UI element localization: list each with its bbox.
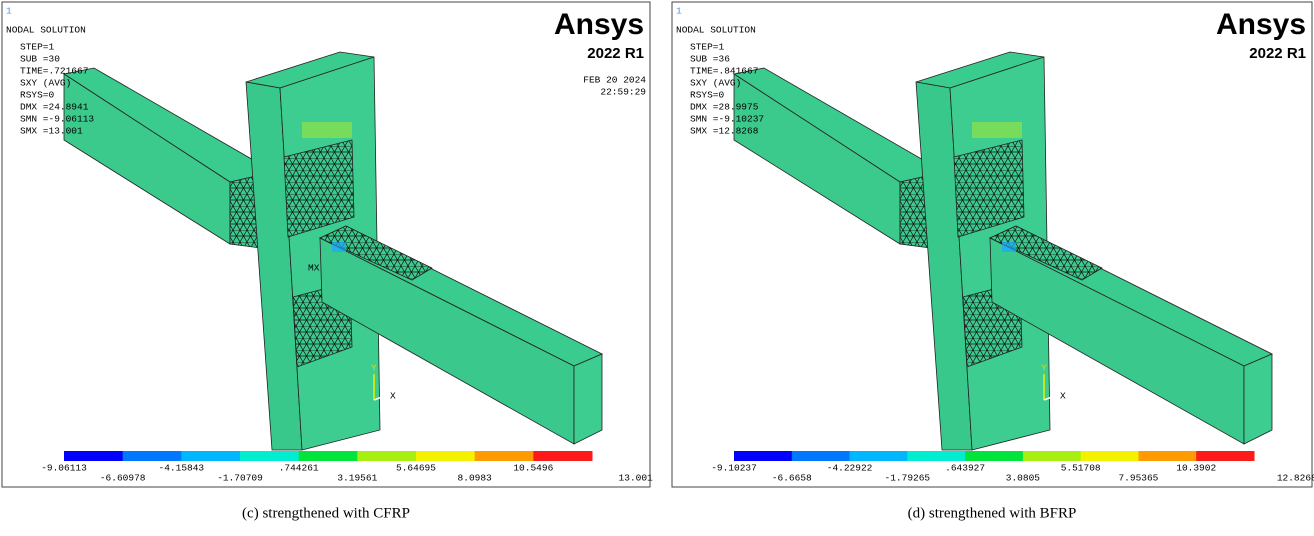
legend-swatch: [734, 451, 792, 461]
info-line: NODAL SOLUTION: [6, 25, 86, 36]
legend-label: 5.51708: [1061, 463, 1101, 474]
legend-label: 13.001: [619, 473, 654, 484]
contour-patch: [332, 242, 346, 252]
info-line: NODAL SOLUTION: [676, 25, 756, 36]
info-line: DMX =28.9975: [690, 102, 759, 113]
contour-patch: [302, 122, 352, 138]
legend-label: .643927: [945, 463, 985, 474]
legend-label: .744261: [279, 463, 319, 474]
legend-swatch: [299, 451, 358, 461]
legend-swatch: [1196, 451, 1254, 461]
legend-label: -9.06113: [41, 463, 87, 474]
legend-label: 5.64695: [396, 463, 436, 474]
caption: (d) strengthened with BFRP: [908, 505, 1077, 521]
date-line: FEB 20 2024: [583, 75, 646, 86]
legend-swatch: [792, 451, 850, 461]
caption: (c) strengthened with CFRP: [242, 505, 410, 521]
window-number: 1: [6, 6, 12, 17]
info-line: SUB =30: [20, 54, 60, 65]
legend-label: -1.70709: [217, 473, 263, 484]
info-line: STEP=1: [690, 42, 725, 53]
info-line: STEP=1: [20, 42, 55, 53]
info-line: SXY (AVG): [20, 78, 71, 89]
info-line: TIME=.841667: [690, 66, 758, 77]
info-line: SMX =13.001: [20, 126, 83, 137]
legend-swatch: [416, 451, 475, 461]
legend-swatch: [1081, 451, 1139, 461]
info-line: RSYS=0: [690, 90, 725, 101]
legend-swatch: [1023, 451, 1081, 461]
mx-marker: MX: [308, 263, 320, 274]
info-line: RSYS=0: [20, 90, 55, 101]
info-line: SXY (AVG): [690, 78, 741, 89]
legend-label: 8.0983: [458, 473, 493, 484]
legend-label: 10.5496: [513, 463, 553, 474]
version: 2022 R1: [587, 45, 644, 62]
legend-swatch: [850, 451, 908, 461]
legend-label: -4.15843: [159, 463, 205, 474]
info-line: SMN =-9.10237: [690, 114, 764, 125]
legend-label: -4.22922: [827, 463, 873, 474]
beam2-end: [1244, 354, 1272, 444]
axis-x-label: X: [390, 391, 396, 402]
beam2-end: [574, 354, 602, 444]
contour-patch: [972, 122, 1022, 138]
legend-swatch: [357, 451, 416, 461]
axis-y-label: Y: [371, 363, 377, 374]
legend-label: 12.8268: [1277, 473, 1314, 484]
legend-label: -6.60978: [100, 473, 146, 484]
legend-label: 7.95365: [1118, 473, 1158, 484]
legend-swatch: [123, 451, 182, 461]
legend-swatch: [64, 451, 123, 461]
logo: Ansys: [554, 8, 644, 41]
legend-swatch: [475, 451, 534, 461]
legend-label: 10.3902: [1176, 463, 1216, 474]
logo: Ansys: [1216, 8, 1306, 41]
info-line: SMN =-9.06113: [20, 114, 94, 125]
info-line: SMX =12.8268: [690, 126, 759, 137]
legend-label: 3.19561: [337, 473, 377, 484]
info-line: SUB =36: [690, 54, 730, 65]
legend-label: -9.10237: [711, 463, 757, 474]
legend-swatch: [533, 451, 592, 461]
figure: YXMX1NODAL SOLUTIONSTEP=1SUB =30TIME=.72…: [0, 0, 1314, 531]
legend-label: -6.6658: [772, 473, 812, 484]
legend-swatch: [965, 451, 1023, 461]
axis-y-label: Y: [1041, 363, 1047, 374]
window-number: 1: [676, 6, 682, 17]
date-line: 22:59:29: [600, 87, 646, 98]
legend-label: -1.79265: [885, 473, 931, 484]
legend-swatch: [907, 451, 965, 461]
info-line: TIME=.721667: [20, 66, 88, 77]
legend-swatch: [240, 451, 299, 461]
legend-swatch: [181, 451, 240, 461]
version: 2022 R1: [1249, 45, 1306, 62]
axis-x-label: X: [1060, 391, 1066, 402]
info-line: DMX =24.8941: [20, 102, 89, 113]
contour-patch: [1002, 242, 1016, 252]
legend-label: 3.0805: [1006, 473, 1041, 484]
legend-swatch: [1138, 451, 1196, 461]
